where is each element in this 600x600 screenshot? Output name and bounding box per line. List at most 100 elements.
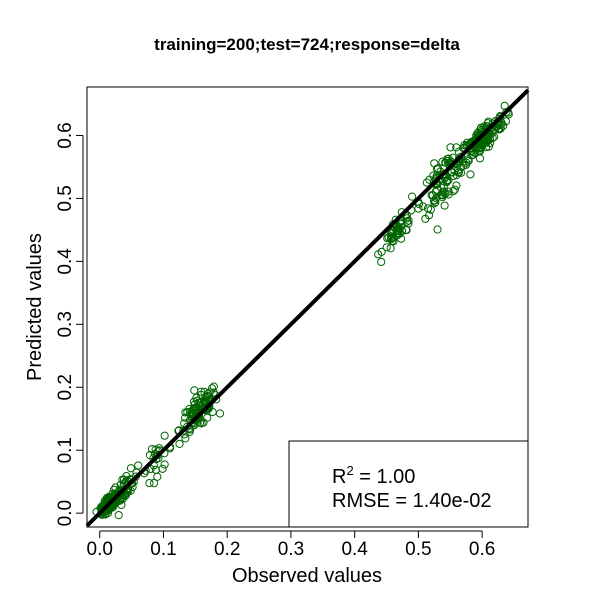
- data-point: [117, 500, 126, 509]
- x-axis: 0.0 0.1 0.2 0.3 0.4 0.5 0.6: [87, 530, 495, 560]
- data-point: [404, 216, 413, 225]
- y-tick-label: 0.4: [55, 248, 76, 275]
- data-point: [466, 170, 475, 179]
- data-point: [502, 108, 511, 117]
- data-point: [433, 225, 442, 234]
- data-point: [377, 247, 386, 256]
- data-point: [114, 511, 123, 520]
- data-point: [110, 485, 119, 494]
- data-point: [461, 160, 471, 169]
- data-point: [408, 192, 417, 201]
- x-axis-title: Observed values: [232, 565, 382, 587]
- data-point: [456, 162, 465, 171]
- data-point: [181, 408, 190, 417]
- data-point: [384, 233, 393, 242]
- data-point: [483, 135, 492, 144]
- data-point: [422, 178, 431, 187]
- legend-r2-value: = 1.00: [354, 466, 416, 488]
- data-point: [190, 404, 199, 413]
- data-point: [181, 413, 190, 422]
- y-axis: 0.0 0.1 0.2 0.3 0.4 0.5 0.6: [55, 122, 84, 526]
- data-point: [500, 101, 509, 110]
- data-point: [190, 386, 199, 395]
- data-point: [160, 431, 169, 440]
- legend-rmse: RMSE = 1.40e-02: [332, 490, 492, 512]
- y-tick-label: 0.0: [55, 500, 76, 526]
- data-point: [488, 133, 497, 142]
- data-point: [402, 226, 411, 235]
- x-tick-label: 0.0: [87, 539, 113, 560]
- x-tick-label: 0.3: [278, 539, 304, 560]
- data-point: [377, 257, 386, 267]
- data-point: [158, 464, 167, 473]
- data-point: [475, 154, 485, 163]
- data-point: [469, 150, 478, 159]
- data-point: [395, 229, 404, 238]
- data-point: [382, 243, 391, 252]
- chart-title: training=200;test=724;response=delta: [154, 35, 460, 54]
- data-point: [418, 202, 427, 211]
- y-axis-title: Predicted values: [24, 233, 46, 381]
- data-point: [397, 227, 407, 236]
- data-point: [450, 185, 460, 194]
- data-point: [207, 384, 217, 393]
- data-point: [454, 154, 463, 164]
- data-point: [185, 427, 194, 437]
- data-point: [433, 164, 443, 173]
- y-tick-label: 0.5: [55, 185, 76, 211]
- data-point: [449, 187, 458, 196]
- data-point: [201, 393, 210, 402]
- data-point: [215, 409, 225, 418]
- data-point: [149, 478, 159, 488]
- data-point: [203, 413, 212, 422]
- data-point: [151, 465, 160, 474]
- data-point: [441, 189, 450, 198]
- y-tick-label: 0.1: [55, 437, 76, 463]
- x-tick-label: 0.4: [341, 539, 368, 560]
- data-point: [476, 123, 486, 132]
- data-point: [433, 185, 442, 194]
- data-point: [426, 205, 435, 214]
- data-point: [191, 414, 200, 423]
- data-point: [448, 153, 458, 162]
- data-point: [430, 196, 439, 205]
- data-point: [470, 148, 479, 157]
- legend-box: [288, 440, 529, 528]
- x-tick-label: 0.6: [469, 539, 495, 560]
- data-point: [209, 382, 218, 391]
- data-point: [456, 152, 466, 161]
- data-point: [180, 419, 189, 428]
- y-tick-label: 0.2: [55, 374, 76, 400]
- data-point: [189, 397, 199, 406]
- legend-r2-superscript: 2: [346, 463, 353, 478]
- data-point: [121, 491, 130, 500]
- legend: R2 = 1.00 RMSE = 1.40e-02: [288, 440, 529, 528]
- data-point: [402, 214, 412, 223]
- data-point: [205, 388, 214, 397]
- data-point: [151, 445, 160, 454]
- data-point: [429, 171, 438, 180]
- data-point: [186, 410, 196, 419]
- data-point: [208, 407, 217, 417]
- data-point: [386, 244, 395, 253]
- data-point: [202, 403, 212, 412]
- data-point: [160, 460, 169, 469]
- data-point: [452, 171, 461, 180]
- identity-line: [85, 88, 530, 528]
- data-point: [490, 132, 499, 142]
- x-tick-label: 0.2: [214, 539, 240, 560]
- y-tick-label: 0.6: [55, 122, 76, 148]
- data-point: [442, 176, 452, 185]
- data-point: [387, 233, 396, 242]
- data-point: [198, 400, 207, 409]
- data-point: [440, 201, 449, 210]
- data-point: [449, 171, 458, 181]
- svg-text:R2 = 1.00: R2 = 1.00: [332, 463, 415, 488]
- legend-r2-label: R: [332, 466, 346, 488]
- data-point: [175, 439, 184, 448]
- y-tick-label: 0.3: [55, 311, 76, 337]
- x-tick-label: 0.5: [405, 539, 431, 560]
- data-point: [126, 464, 136, 473]
- data-point: [446, 143, 455, 152]
